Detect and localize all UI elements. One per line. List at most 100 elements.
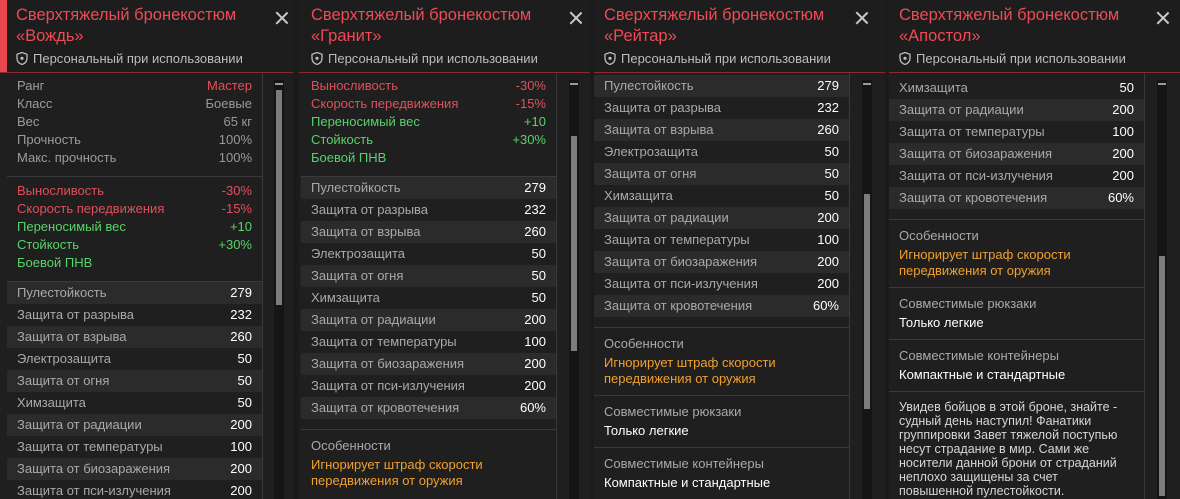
stat-key: Защита от биозаражения	[17, 461, 171, 476]
stat-key: Химзащита	[311, 290, 380, 305]
stat-key: Защита от биозаражения	[604, 254, 758, 269]
stat-key: Защита от биозаражения	[311, 356, 465, 371]
shield-icon	[899, 52, 911, 66]
features-value: Игнорирует штраф скорости передвижения о…	[899, 247, 1071, 278]
info-key: Прочность	[17, 132, 81, 147]
stat-value: 200	[230, 417, 252, 432]
panel-header: Сверхтяжелый бронекостюм «Гранит» Персон…	[299, 0, 590, 73]
panel-vozhd: Сверхтяжелый бронекостюм «Вождь» Персона…	[0, 0, 293, 499]
details-content: Ранг Мастер Класс Боевые Вес 65 кг Прочност…	[7, 77, 262, 499]
stat-key: Химзащита	[604, 188, 673, 203]
divider	[262, 73, 263, 499]
mod-key: Переносимый вес	[311, 114, 420, 129]
details-content: Химзащита 50 Защита от радиации 200 Защита…	[889, 77, 1144, 499]
stat-row: Защита от пси-излучения 200	[889, 165, 1144, 187]
scrollbar-thumb[interactable]	[864, 194, 870, 409]
mod-key: Боевой ПНВ	[311, 150, 387, 165]
backpacks-label: Совместимые рюкзаки	[899, 296, 1037, 311]
close-icon[interactable]	[568, 10, 584, 26]
personal-label: Персональный при использовании	[16, 50, 243, 68]
stat-key: Защита от разрыва	[17, 307, 135, 322]
mod-key: Переносимый вес	[17, 219, 126, 234]
stat-value: 200	[817, 210, 839, 225]
stat-key: Электрозащита	[311, 246, 406, 261]
close-icon[interactable]	[1155, 10, 1171, 26]
details-body: Выносливость -30% Скорость передвижения -1…	[301, 73, 556, 499]
details-content: Пулестойкость 279 Защита от разрыва 232 За…	[594, 75, 849, 499]
stat-key: Защита от пси-излучения	[899, 168, 1053, 183]
scroll-up-icon[interactable]	[863, 83, 871, 85]
mod-value: -30%	[515, 78, 546, 93]
stat-value: 50	[237, 373, 252, 388]
stat-row: Защита от температуры 100	[7, 436, 262, 458]
stat-row: Защита от радиации 200	[301, 309, 556, 331]
stat-value: 50	[531, 246, 546, 261]
stat-value: 232	[817, 100, 839, 115]
close-icon[interactable]	[854, 10, 870, 26]
stat-value: 100	[230, 439, 252, 454]
personal-text: Персональный при использовании	[916, 51, 1126, 66]
stat-row: Электрозащита 50	[301, 243, 556, 265]
mod-row: Переносимый вес +10	[301, 113, 556, 131]
mod-row: Переносимый вес +10	[7, 218, 262, 236]
divider	[889, 287, 1144, 288]
divider	[889, 219, 1144, 220]
stat-value: 200	[524, 356, 546, 371]
divider	[7, 281, 262, 282]
scroll-up-icon[interactable]	[570, 83, 578, 85]
mod-row: Стойкость +30%	[7, 236, 262, 254]
mod-value: +10	[523, 114, 546, 129]
info-key: Макс. прочность	[17, 150, 117, 165]
details-body: Ранг Мастер Класс Боевые Вес 65 кг Прочност…	[7, 73, 262, 499]
personal-text: Персональный при использовании	[621, 51, 831, 66]
stat-key: Электрозащита	[604, 144, 699, 159]
stat-row: Защита от взрыва 260	[594, 119, 849, 141]
mod-value: +30%	[512, 132, 546, 147]
info-key: Ранг	[17, 78, 45, 93]
backpacks-section: Совместимые рюкзаки Только легкие	[594, 396, 849, 447]
mod-row: Выносливость -30%	[7, 182, 262, 200]
mod-key: Стойкость	[17, 237, 79, 252]
features-label: Особенности	[899, 228, 979, 243]
scrollbar-thumb[interactable]	[276, 90, 282, 305]
stat-key: Защита от разрыва	[311, 202, 429, 217]
scrollbar[interactable]	[569, 80, 579, 499]
scrollbar-thumb[interactable]	[1159, 256, 1165, 496]
item-title: Сверхтяжелый бронекостюм «Апостол»	[899, 6, 1120, 45]
scrollbar[interactable]	[274, 80, 284, 499]
panel-apostol: Сверхтяжелый бронекостюм «Апостол» Персо…	[889, 0, 1180, 499]
stat-row: Защита от пси-излучения 200	[7, 480, 262, 499]
stat-row: Защита от радиации 200	[7, 414, 262, 436]
item-title: Сверхтяжелый бронекостюм «Вождь»	[16, 6, 237, 45]
stat-row: Защита от разрыва 232	[594, 97, 849, 119]
personal-text: Персональный при использовании	[33, 51, 243, 66]
containers-label: Совместимые контейнеры	[899, 348, 1059, 363]
info-key: Класс	[17, 96, 53, 111]
info-value: 100%	[218, 150, 252, 165]
scroll-up-icon[interactable]	[1158, 83, 1166, 85]
scrollbar[interactable]	[862, 80, 872, 499]
mod-value: +30%	[218, 237, 252, 252]
scrollbar-thumb[interactable]	[571, 136, 577, 351]
stat-value: 200	[817, 276, 839, 291]
stat-row: Защита от кровотечения 60%	[594, 295, 849, 317]
stat-row: Химзащита 50	[7, 392, 262, 414]
stat-key: Пулестойкость	[604, 78, 694, 93]
stat-value: 50	[237, 351, 252, 366]
stat-value: 260	[817, 122, 839, 137]
stat-key: Защита от взрыва	[17, 329, 127, 344]
scroll-up-icon[interactable]	[275, 83, 283, 85]
mod-row: Скорость передвижения -15%	[301, 95, 556, 113]
stat-key: Химзащита	[17, 395, 86, 410]
stat-key: Пулестойкость	[311, 180, 401, 195]
stat-value: 100	[524, 334, 546, 349]
stat-key: Защита от температуры	[311, 334, 457, 349]
backpacks-value: Только легкие	[604, 423, 689, 438]
scrollbar[interactable]	[1157, 80, 1167, 499]
stat-value: 200	[524, 312, 546, 327]
divider	[594, 395, 849, 396]
stat-value: 200	[230, 483, 252, 498]
info-row-class: Класс Боевые	[7, 95, 262, 113]
personal-label: Персональный при использовании	[899, 50, 1126, 68]
close-icon[interactable]	[274, 10, 290, 26]
